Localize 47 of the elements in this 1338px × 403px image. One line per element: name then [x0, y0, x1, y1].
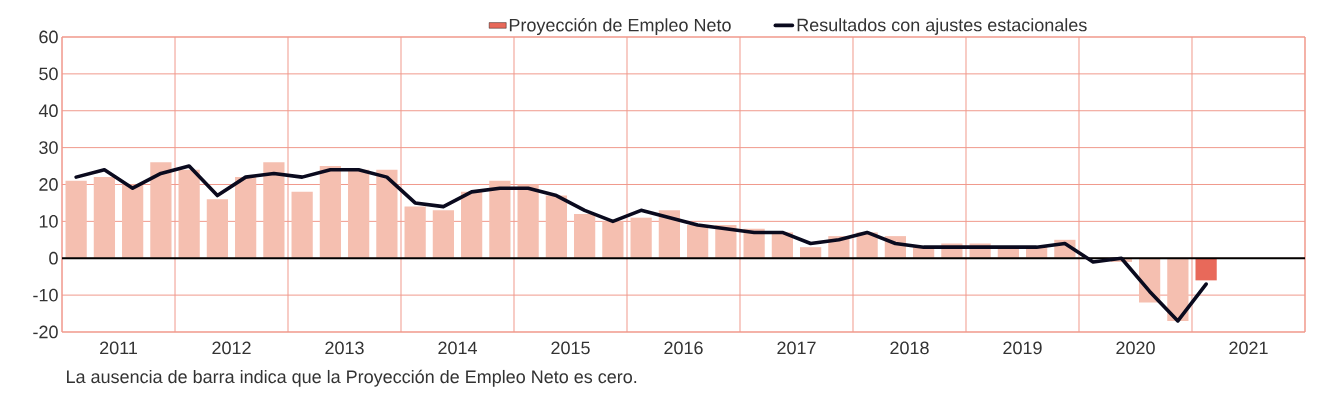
y-tick-label: 0: [49, 251, 58, 265]
bar: [574, 213, 596, 259]
bar: [291, 191, 313, 259]
bar: [263, 162, 285, 259]
bar: [404, 206, 426, 259]
y-tick-label: 60: [39, 30, 58, 44]
bar: [93, 177, 116, 259]
x-tick-label: 2016: [664, 341, 703, 355]
bar: [432, 210, 454, 259]
legend-label: Resultados con ajustes estacionales: [797, 18, 1087, 35]
bar: [206, 199, 229, 259]
x-tick-label: 2017: [777, 341, 816, 355]
x-tick-label: 2020: [1116, 341, 1155, 355]
bar: [376, 169, 398, 259]
y-tick-label: 10: [39, 214, 58, 228]
bar: [1195, 258, 1217, 281]
legend-label: Proyección de Empleo Neto: [509, 18, 731, 36]
x-tick-label: 2012: [212, 341, 251, 355]
bar: [489, 180, 511, 259]
x-tick-label: 2015: [551, 341, 590, 355]
x-tick-label: 2018: [890, 341, 929, 355]
bar: [150, 162, 172, 259]
y-tick-label: -10: [33, 288, 58, 302]
y-tick-label: 20: [39, 178, 58, 191]
bar: [630, 217, 652, 259]
bar: [65, 180, 87, 259]
bar: [319, 166, 342, 259]
x-tick-label: 2011: [100, 341, 137, 355]
x-tick-label: 2021: [1229, 341, 1268, 355]
bar: [461, 191, 483, 259]
y-tick-label: 40: [38, 104, 58, 118]
x-tick-label: 2014: [438, 341, 477, 355]
bar: [348, 169, 370, 259]
bar: [602, 221, 624, 259]
x-tick-label: 2019: [1003, 341, 1042, 355]
bar: [517, 184, 539, 259]
y-tick-label: -20: [33, 325, 58, 339]
bar: [122, 184, 144, 259]
bar: [1167, 258, 1189, 321]
bar: [687, 225, 709, 259]
bar: [545, 195, 567, 259]
bar: [178, 169, 200, 259]
bar: [235, 177, 257, 259]
y-tick-label: 50: [39, 67, 58, 81]
text: La ausencia de barra indica que la Proyección de Empleo Neto es cero.: [67, 369, 637, 387]
x-tick-label: 2013: [325, 341, 364, 355]
y-tick-label: 30: [39, 141, 58, 154]
